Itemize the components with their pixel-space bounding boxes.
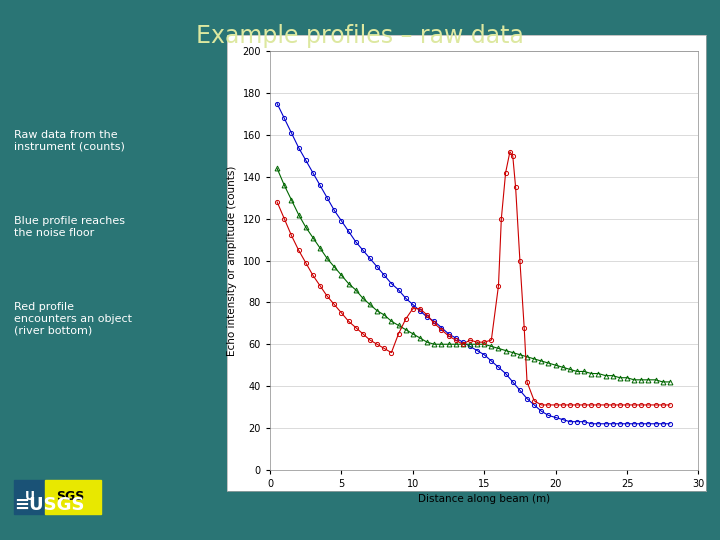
Bar	[14, 480, 45, 514]
Text: Blue profile reaches
the noise floor: Blue profile reaches the noise floor	[14, 216, 125, 238]
Text: U: U	[25, 490, 35, 503]
Text: Example profiles – raw data: Example profiles – raw data	[196, 24, 524, 48]
Text: Raw data from the
instrument (counts): Raw data from the instrument (counts)	[14, 130, 125, 151]
Text: Red profile
encounters an object
(river bottom): Red profile encounters an object (river …	[14, 302, 132, 335]
Text: SGS: SGS	[56, 490, 85, 503]
Bar	[45, 480, 101, 514]
Y-axis label: Echo intensity or amplitude (counts): Echo intensity or amplitude (counts)	[227, 165, 237, 356]
Text: ≡USGS: ≡USGS	[14, 496, 85, 514]
X-axis label: Distance along beam (m): Distance along beam (m)	[418, 495, 550, 504]
